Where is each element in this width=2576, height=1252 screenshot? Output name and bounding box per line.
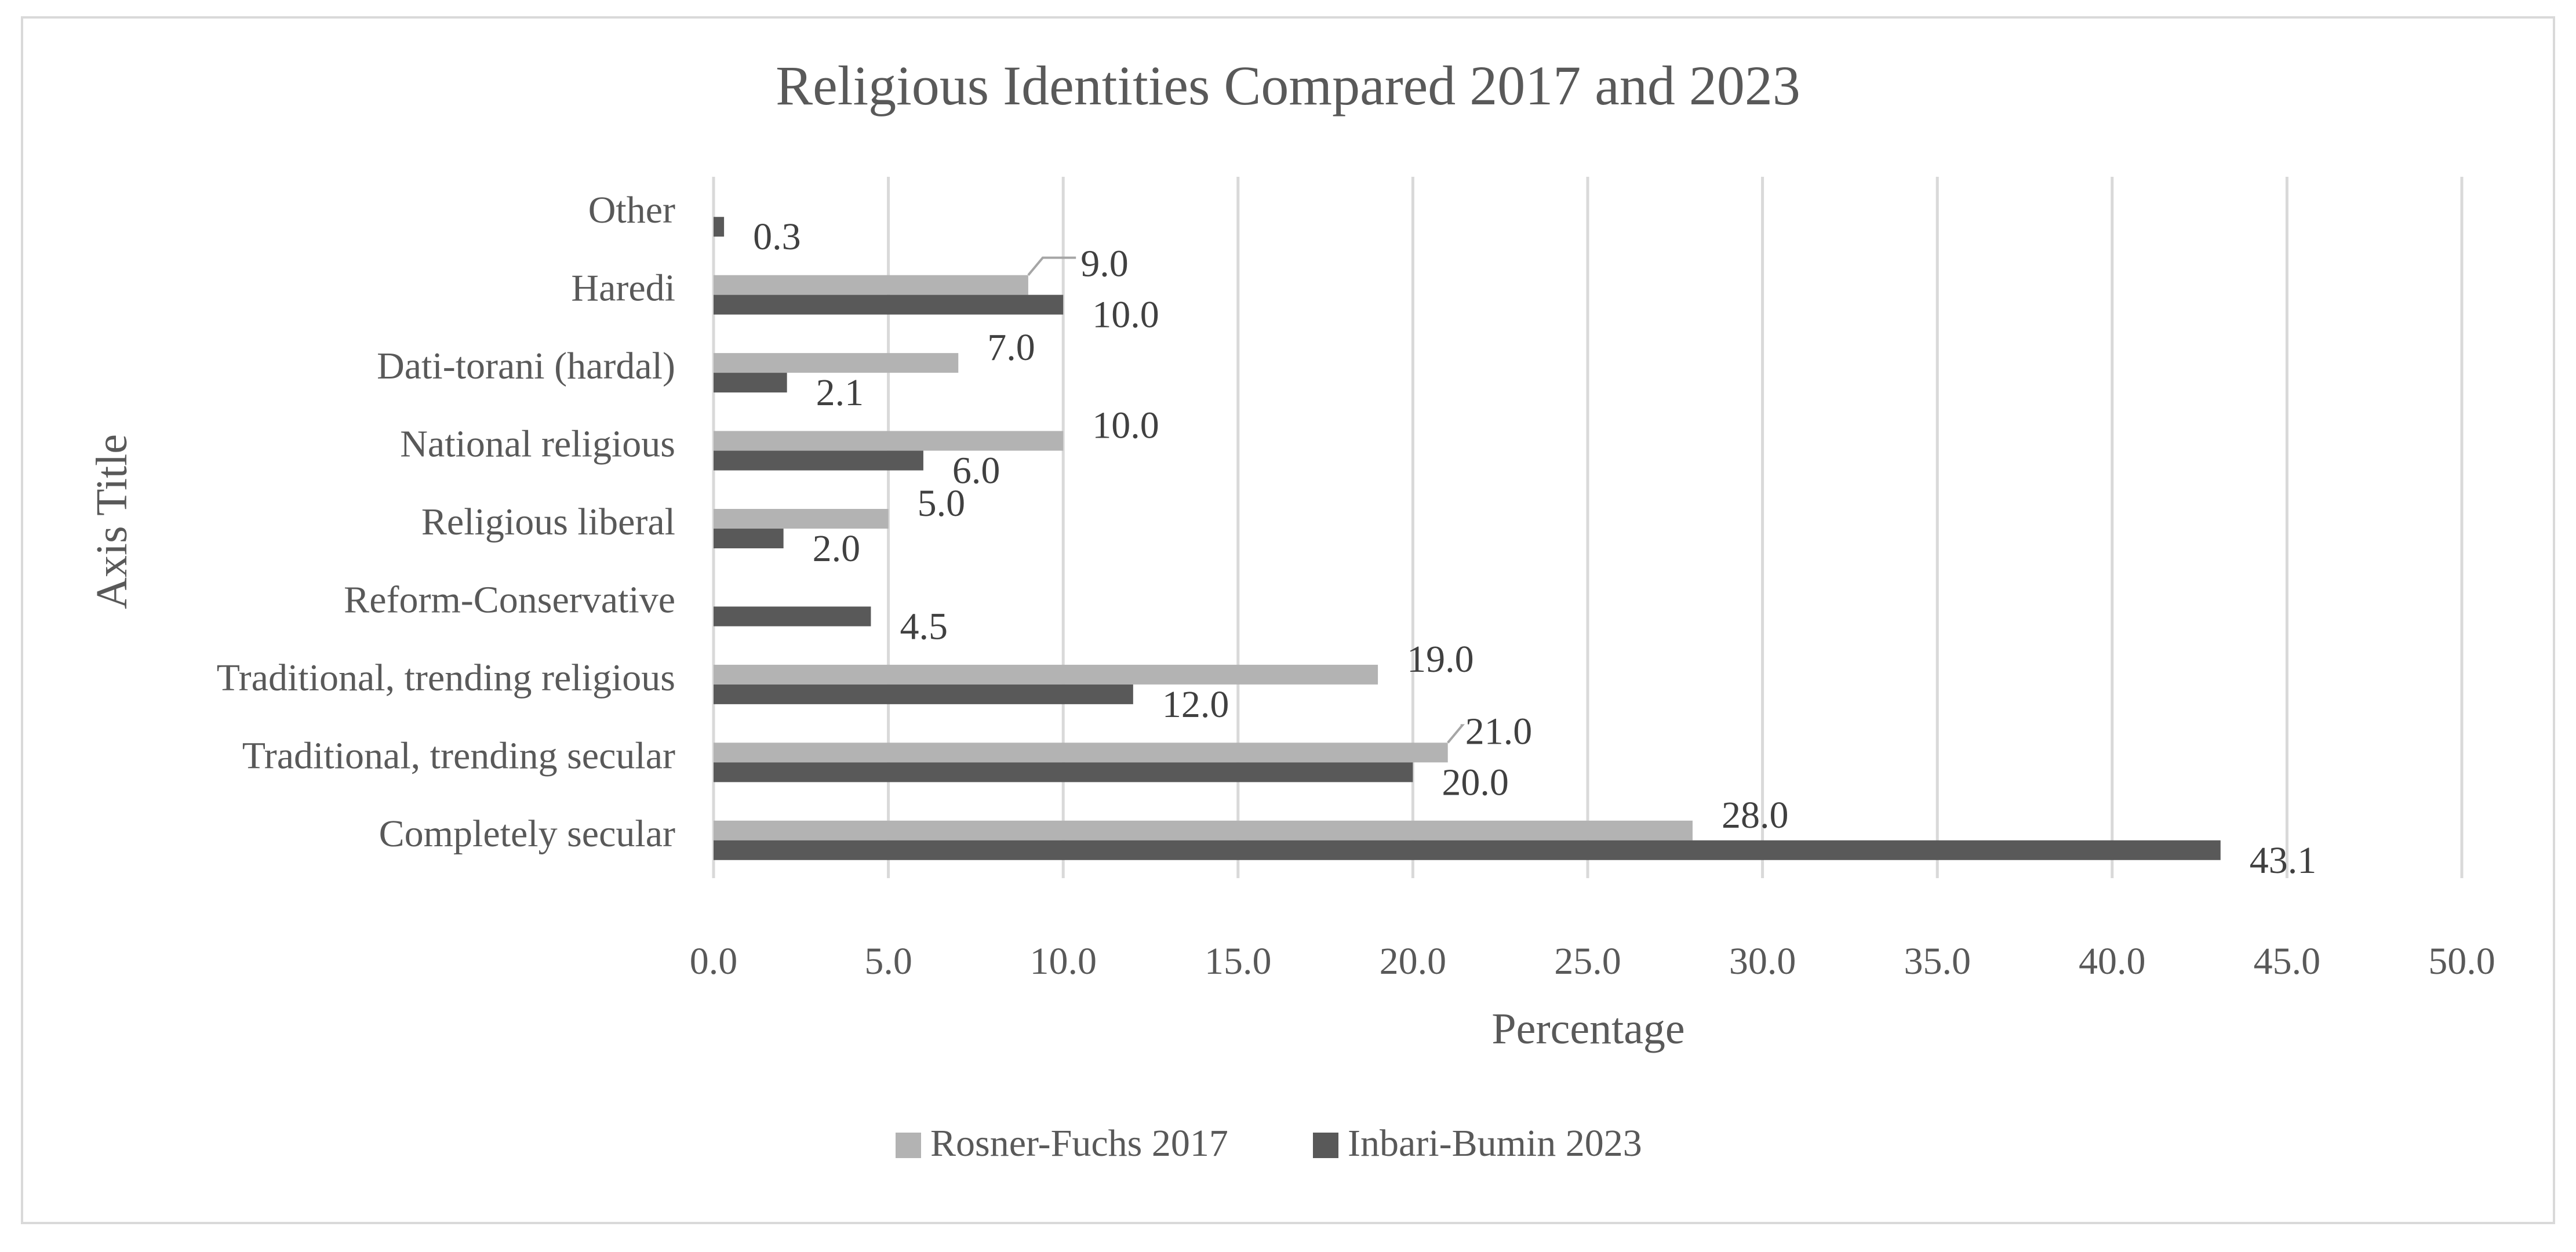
bar-2017 (714, 664, 1378, 685)
category-label: Dati-torani (hardal) (377, 345, 675, 387)
bar-2023 (714, 606, 871, 627)
x-tick-label: 0.0 (690, 940, 738, 982)
data-label-2023: 43.1 (2250, 839, 2317, 882)
data-label-2017: 9.0 (1080, 243, 1129, 285)
x-tick-label: 20.0 (1380, 940, 1447, 982)
data-label-2023: 6.0 (952, 450, 1000, 492)
data-label-2017: 19.0 (1407, 638, 1474, 680)
bar-2023 (714, 840, 2221, 860)
category-label: Traditional, trending religious (217, 657, 675, 699)
legend-swatch-2023 (1313, 1133, 1338, 1158)
bar-2017 (714, 509, 889, 529)
data-label-2017: 21.0 (1465, 710, 1533, 752)
leader-line (1027, 256, 1076, 276)
category-label: Other (588, 189, 675, 231)
chart-frame (21, 16, 2555, 1224)
x-tick-label: 5.0 (864, 940, 912, 982)
data-label-2023: 2.1 (816, 372, 864, 414)
x-tick-label: 15.0 (1205, 940, 1272, 982)
data-label-2023: 2.0 (813, 527, 861, 570)
bar-2023 (714, 450, 923, 471)
category-label: Religious liberal (421, 501, 675, 543)
leader-line (1447, 724, 1465, 744)
bar-2017 (714, 431, 1064, 451)
bars (714, 217, 2221, 860)
bar-2023 (714, 684, 1133, 704)
bar-2023 (714, 217, 725, 237)
category-label: Completely secular (379, 813, 675, 855)
category-labels: Completely secular Traditional, trending … (217, 189, 675, 855)
data-label-2023: 4.5 (900, 605, 948, 647)
bar-2023 (714, 294, 1064, 315)
category-label: Reform-Conservative (344, 578, 675, 621)
data-label-2017: 28.0 (1722, 794, 1789, 836)
bar-2023 (714, 529, 784, 548)
legend-label-2023: Inbari-Bumin 2023 (1348, 1122, 1642, 1164)
legend-swatch-2017 (896, 1133, 921, 1158)
data-label-2023: 10.0 (1092, 294, 1159, 336)
category-label: Haredi (571, 267, 675, 310)
x-axis-title: Percentage (1491, 1004, 1684, 1053)
category-label: Traditional, trending secular (242, 734, 675, 777)
data-label-2017: 10.0 (1092, 405, 1159, 447)
x-tick-label: 35.0 (1904, 940, 1971, 982)
data-label-2023: 20.0 (1442, 761, 1509, 803)
x-tick-label: 10.0 (1029, 940, 1097, 982)
data-label-2023: 12.0 (1162, 683, 1229, 726)
bar-2017 (714, 275, 1028, 295)
bar-2023 (714, 762, 1413, 782)
x-tick-labels: 0.0 5.0 10.0 15.0 20.0 25.0 30.0 35.0 40.0 45.0 50… (690, 940, 2495, 982)
chart-title: Religious Identities Compared 2017 and 2… (776, 54, 1800, 117)
bar-2017 (714, 353, 959, 373)
x-tick-label: 30.0 (1729, 940, 1796, 982)
data-label-2017: 5.0 (918, 482, 966, 525)
x-tick-label: 40.0 (2079, 940, 2146, 982)
data-labels: 28.0 43.1 21.0 20.0 19.0 12.0 4.5 5.0 2.0 10.0 6.0… (753, 216, 2316, 882)
bar-2017 (714, 743, 1448, 763)
bar-2017 (714, 820, 1693, 840)
legend: Rosner-Fuchs 2017 Inbari-Bumin 2023 (896, 1122, 1642, 1164)
category-label: National religious (400, 423, 675, 465)
x-tick-label: 25.0 (1554, 940, 1621, 982)
bar-2023 (714, 373, 787, 393)
x-tick-label: 50.0 (2428, 940, 2495, 982)
legend-label-2017: Rosner-Fuchs 2017 (930, 1122, 1228, 1164)
y-axis-title: Axis Title (88, 434, 136, 609)
data-label-2017: 7.0 (987, 326, 1035, 369)
data-label-2023: 0.3 (753, 216, 801, 258)
x-tick-label: 45.0 (2254, 940, 2321, 982)
